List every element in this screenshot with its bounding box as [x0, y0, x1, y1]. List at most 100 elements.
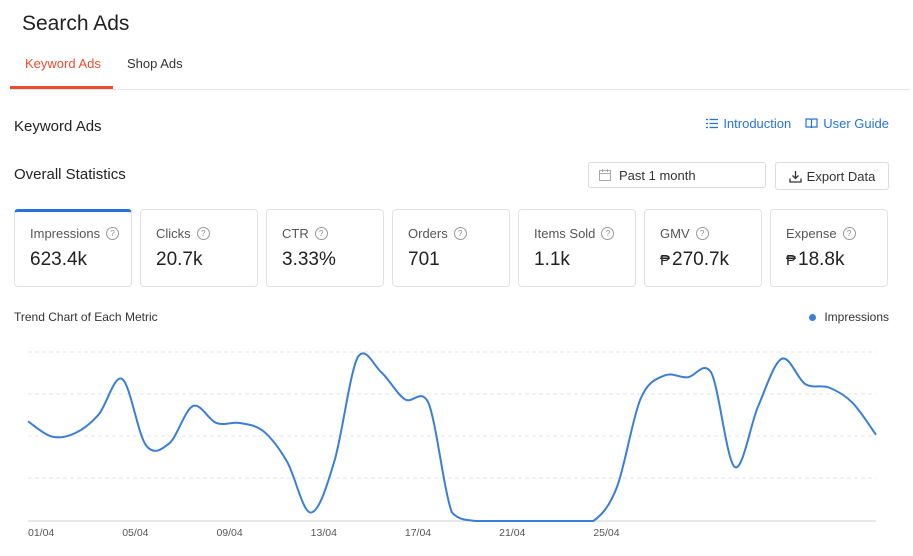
data-point[interactable]	[801, 380, 809, 388]
data-point[interactable]	[542, 517, 550, 525]
metric-cards: Impressions? 623.4k Clicks? 20.7k CTR? 3…	[14, 209, 888, 287]
x-tick-label: 05/04	[122, 527, 148, 539]
data-point[interactable]	[212, 419, 220, 427]
data-point[interactable]	[283, 458, 291, 466]
data-point[interactable]	[48, 433, 56, 441]
currency-symbol: ₱	[786, 251, 797, 269]
metric-value: 623.4k	[30, 249, 88, 270]
data-point[interactable]	[754, 402, 762, 410]
metric-label: Expense	[786, 226, 837, 241]
page-title: Search Ads	[22, 12, 130, 35]
data-point[interactable]	[495, 517, 503, 525]
date-range-picker[interactable]: Past 1 month	[588, 162, 766, 188]
export-data-label: Export Data	[806, 168, 876, 184]
data-point[interactable]	[189, 402, 197, 410]
tab-shop-ads[interactable]: Shop Ads	[127, 56, 183, 71]
tab-bar: Keyword Ads Shop Ads	[10, 44, 910, 90]
metric-card-orders[interactable]: Orders? 701	[392, 209, 510, 287]
help-icon[interactable]: ?	[106, 227, 120, 240]
metric-card-gmv[interactable]: GMV? ₱ 270.7k	[644, 209, 762, 287]
data-point[interactable]	[707, 368, 715, 376]
x-tick-label: 09/04	[216, 527, 242, 539]
help-icon[interactable]: ?	[842, 227, 856, 240]
download-icon	[789, 170, 802, 183]
data-point[interactable]	[684, 373, 692, 381]
user-guide-label: User Guide	[823, 116, 889, 131]
data-point[interactable]	[165, 439, 173, 447]
help-icon[interactable]: ?	[314, 227, 328, 240]
x-tick-label: 01/04	[28, 527, 54, 539]
data-point[interactable]	[424, 399, 432, 407]
metric-value: 270.7k	[672, 249, 730, 270]
help-icon[interactable]: ?	[196, 227, 210, 240]
help-icon[interactable]: ?	[695, 227, 709, 240]
tab-keyword-ads[interactable]: Keyword Ads	[25, 56, 101, 71]
data-point[interactable]	[848, 399, 856, 407]
metric-card-ctr[interactable]: CTR? 3.33%	[266, 209, 384, 287]
data-point[interactable]	[731, 463, 739, 471]
currency-symbol: ₱	[660, 251, 671, 269]
metric-card-clicks[interactable]: Clicks? 20.7k	[140, 209, 258, 287]
legend-dot-icon	[809, 313, 817, 321]
data-point[interactable]	[260, 427, 268, 435]
data-point[interactable]	[778, 355, 786, 363]
book-icon	[805, 118, 818, 129]
data-point[interactable]	[330, 458, 338, 466]
data-point[interactable]	[307, 509, 315, 517]
data-point[interactable]	[142, 441, 150, 449]
data-point[interactable]	[448, 509, 456, 517]
overall-statistics-title: Overall Statistics	[14, 166, 126, 183]
help-icon[interactable]: ?	[453, 227, 467, 240]
x-tick-label: 25/04	[593, 527, 619, 539]
series-line-impressions	[27, 352, 877, 522]
data-point[interactable]	[401, 395, 409, 403]
metric-label: GMV	[660, 226, 690, 241]
chart-title: Trend Chart of Each Metric	[14, 310, 158, 324]
metric-value: 20.7k	[156, 249, 203, 270]
active-tab-indicator	[10, 86, 113, 89]
data-point[interactable]	[519, 517, 527, 525]
metric-value: 18.8k	[798, 249, 845, 270]
data-point[interactable]	[613, 483, 621, 491]
data-point[interactable]	[95, 411, 103, 419]
section-title: Keyword Ads	[14, 118, 102, 135]
data-point[interactable]	[377, 368, 385, 376]
trend-chart[interactable]: 01/04 05/04 09/04 13/04 17/04 21/04 25/04	[0, 330, 913, 556]
metric-label: Items Sold	[534, 226, 596, 241]
data-point[interactable]	[872, 431, 880, 439]
metric-value: 3.33%	[282, 249, 336, 270]
introduction-label: Introduction	[723, 116, 792, 131]
data-point[interactable]	[472, 517, 480, 525]
data-point[interactable]	[24, 417, 32, 425]
data-point[interactable]	[354, 353, 362, 361]
metric-value: 1.1k	[534, 249, 570, 270]
data-point[interactable]	[71, 429, 79, 437]
legend-label: Impressions	[824, 310, 889, 324]
data-point[interactable]	[118, 375, 126, 383]
user-guide-link[interactable]: User Guide	[805, 116, 889, 131]
data-point[interactable]	[660, 372, 668, 380]
metric-label: Orders	[408, 226, 448, 241]
export-data-button[interactable]: Export Data	[775, 162, 889, 190]
metric-card-expense[interactable]: Expense? ₱ 18.8k	[770, 209, 888, 287]
list-icon	[706, 118, 719, 129]
chart-legend[interactable]: Impressions	[809, 310, 889, 324]
metric-card-impressions[interactable]: Impressions? 623.4k	[14, 209, 132, 287]
data-point[interactable]	[636, 395, 644, 403]
metric-card-items-sold[interactable]: Items Sold? 1.1k	[518, 209, 636, 287]
help-icon[interactable]: ?	[601, 227, 615, 240]
x-tick-label: 13/04	[311, 527, 337, 539]
metric-label: CTR	[282, 226, 309, 241]
data-point[interactable]	[566, 517, 574, 525]
data-point[interactable]	[236, 419, 244, 427]
introduction-link[interactable]: Introduction	[706, 116, 791, 131]
metric-label: Clicks	[156, 226, 191, 241]
x-tick-label: 21/04	[499, 527, 525, 539]
data-point[interactable]	[589, 517, 597, 525]
data-point[interactable]	[825, 384, 833, 392]
date-range-value: Past 1 month	[619, 167, 696, 183]
metric-value: 701	[408, 249, 440, 270]
x-tick-label: 17/04	[405, 527, 431, 539]
help-links: Introduction User Guide	[706, 116, 889, 131]
calendar-icon	[599, 169, 611, 181]
